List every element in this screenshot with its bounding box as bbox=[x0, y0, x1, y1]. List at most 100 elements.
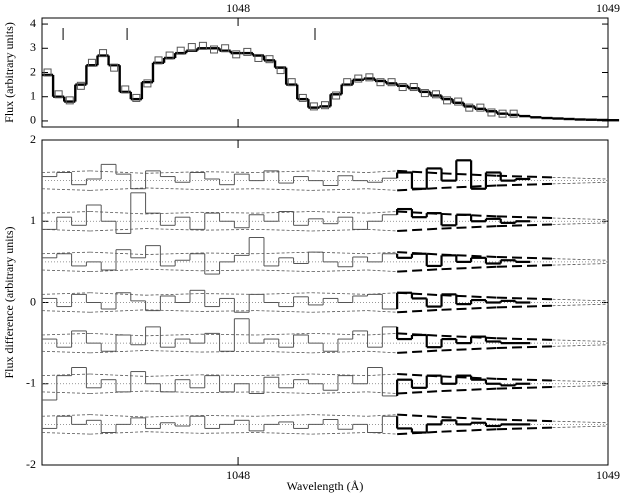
x-tick-label: 1049 bbox=[596, 1, 620, 15]
envelope bbox=[201, 228, 257, 231]
envelope bbox=[201, 310, 257, 312]
envelope bbox=[201, 293, 257, 295]
envelope bbox=[552, 298, 609, 302]
envelope bbox=[397, 308, 442, 314]
data-square bbox=[343, 78, 352, 87]
x-tick-label: 1048 bbox=[226, 468, 250, 482]
envelope bbox=[41, 432, 91, 435]
envelope bbox=[496, 174, 553, 179]
envelope bbox=[367, 170, 398, 173]
data-square bbox=[154, 56, 163, 65]
envelope bbox=[397, 413, 442, 419]
envelope bbox=[145, 171, 202, 174]
envelope bbox=[552, 222, 609, 225]
data-square bbox=[431, 90, 440, 99]
envelope bbox=[41, 332, 91, 336]
x-tick-label: 1048 bbox=[226, 1, 250, 15]
data-square bbox=[420, 89, 429, 98]
envelope bbox=[496, 426, 553, 431]
envelope bbox=[312, 170, 368, 173]
data-square bbox=[54, 90, 63, 99]
envelope bbox=[41, 170, 91, 173]
envelope bbox=[41, 391, 91, 394]
envelope bbox=[201, 171, 257, 173]
data-square bbox=[354, 74, 363, 83]
envelope bbox=[201, 415, 257, 417]
envelope bbox=[256, 228, 313, 232]
data-square bbox=[298, 93, 307, 102]
envelope bbox=[145, 374, 202, 377]
envelope bbox=[496, 377, 553, 382]
envelope bbox=[41, 269, 91, 273]
envelope bbox=[90, 414, 146, 418]
envelope bbox=[496, 418, 553, 423]
envelope bbox=[41, 228, 91, 232]
envelope bbox=[312, 350, 368, 354]
envelope bbox=[90, 228, 146, 232]
data-square bbox=[365, 73, 374, 82]
envelope bbox=[552, 303, 609, 307]
envelope bbox=[201, 432, 257, 434]
y-tick-label: 3 bbox=[30, 40, 36, 54]
data-square bbox=[65, 96, 74, 105]
y-tick-label: 0 bbox=[30, 294, 36, 308]
y-tick-label: 2 bbox=[30, 132, 36, 146]
envelope bbox=[441, 416, 498, 421]
envelope bbox=[441, 172, 498, 177]
data-square bbox=[498, 109, 507, 118]
envelope bbox=[256, 432, 313, 435]
envelope bbox=[201, 188, 257, 190]
envelope bbox=[256, 310, 313, 313]
envelope bbox=[441, 375, 498, 380]
data-square bbox=[309, 102, 318, 111]
y-tick-label: -1 bbox=[26, 376, 36, 390]
data-square bbox=[143, 79, 152, 88]
envelope bbox=[397, 349, 442, 354]
data-square bbox=[387, 78, 396, 87]
envelope bbox=[90, 170, 146, 174]
data-square bbox=[287, 78, 296, 87]
data-square bbox=[221, 44, 230, 53]
data-square bbox=[409, 83, 418, 92]
envelope bbox=[312, 310, 368, 313]
envelope bbox=[441, 225, 498, 230]
envelope bbox=[397, 268, 442, 273]
envelope bbox=[552, 339, 609, 342]
envelope bbox=[496, 304, 553, 309]
envelope bbox=[441, 428, 498, 433]
envelope bbox=[367, 188, 398, 191]
data-square bbox=[476, 103, 485, 112]
envelope bbox=[145, 309, 202, 312]
envelope bbox=[367, 228, 398, 232]
envelope bbox=[552, 425, 609, 429]
envelope bbox=[145, 293, 202, 296]
envelope bbox=[145, 252, 202, 255]
envelope bbox=[90, 251, 146, 255]
envelope bbox=[552, 176, 609, 180]
envelope bbox=[256, 211, 313, 214]
envelope bbox=[367, 269, 398, 273]
envelope bbox=[552, 181, 609, 185]
x-axis-label: Wavelength (Å) bbox=[287, 479, 364, 493]
envelope bbox=[496, 264, 553, 268]
envelope bbox=[201, 252, 257, 255]
y-tick-label: -2 bbox=[26, 457, 36, 471]
data-square bbox=[332, 91, 341, 100]
y-tick-label: 2 bbox=[30, 64, 36, 78]
data-square bbox=[43, 68, 52, 77]
envelope bbox=[256, 332, 313, 336]
y-axis-label: Flux (arbitrary units) bbox=[2, 22, 16, 123]
envelope bbox=[256, 188, 313, 191]
envelope bbox=[312, 414, 368, 417]
envelope bbox=[256, 292, 313, 295]
envelope bbox=[441, 387, 498, 393]
envelope bbox=[441, 212, 498, 218]
envelope bbox=[441, 347, 498, 352]
envelope bbox=[145, 211, 202, 215]
envelope bbox=[552, 258, 609, 261]
y-tick-label: 1 bbox=[30, 213, 36, 227]
envelope bbox=[441, 184, 498, 189]
y-tick-label: 1 bbox=[30, 88, 36, 102]
envelope bbox=[145, 228, 202, 231]
envelope bbox=[41, 414, 91, 417]
